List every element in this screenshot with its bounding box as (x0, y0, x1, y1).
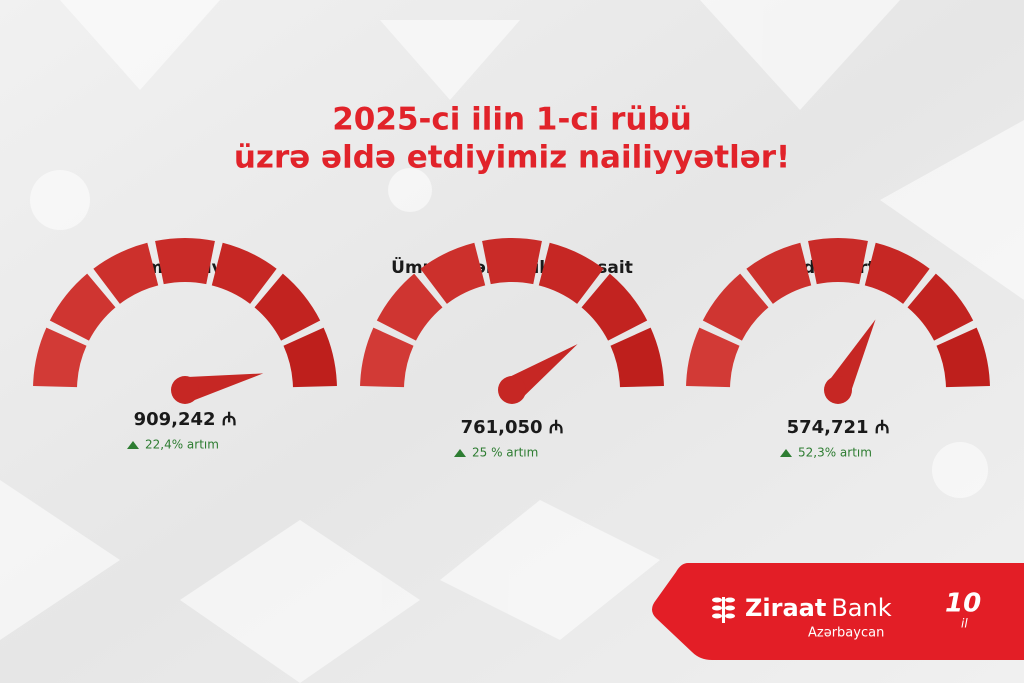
gauge-segment (254, 273, 321, 341)
logo-name: Ziraat Bank (745, 594, 892, 622)
gauge-segment (581, 273, 648, 341)
gauge-segment (686, 327, 740, 388)
metric-value: 761,050 ₼ (461, 417, 564, 438)
logo-country: Azərbaycan (808, 626, 884, 641)
gauge-segment (49, 273, 116, 341)
metric-value: 909,242 ₼ (134, 409, 237, 430)
logo-banner: Ziraat Bank Azərbaycan 10 il (652, 563, 1024, 660)
gauge-segment (93, 242, 159, 304)
title-line: üzrə əldə etdiyimiz nailiyyətlər! (234, 140, 790, 176)
gauge-segment (702, 273, 769, 341)
title-line: 2025-ci ilin 1-ci rübü (332, 102, 692, 138)
metric-growth: 22,4% artım (145, 438, 219, 452)
gauge-segment (155, 238, 215, 285)
gauge-segment (482, 238, 542, 285)
logo-years-suffix: il (961, 617, 968, 631)
metric-value: 574,721 ₼ (787, 417, 890, 438)
logo-name-regular: Bank (831, 594, 891, 622)
gauge-segment (746, 242, 812, 304)
gauge-segment (211, 242, 277, 304)
gauge-hub (498, 376, 526, 404)
gauge-hub (171, 376, 199, 404)
logo-name-bold: Ziraat (745, 594, 826, 622)
gauge-segment (610, 327, 664, 388)
gauge-segment (864, 242, 930, 304)
gauge-segment (360, 327, 414, 388)
logo-background (652, 563, 1024, 660)
gauge-segment (538, 242, 604, 304)
gauge-segment (936, 327, 990, 388)
logo-years: 10 (945, 589, 981, 619)
growth-arrow (127, 441, 139, 449)
gauge-segment (808, 238, 868, 285)
growth-arrow (780, 449, 792, 457)
gauge-hub (824, 376, 852, 404)
gauge-segment (907, 273, 974, 341)
metric-growth: 52,3% artım (798, 446, 872, 460)
logo-icon (712, 597, 735, 623)
gauge-segment (33, 327, 87, 388)
metric-growth: 25 % artım (472, 446, 538, 460)
gauge-needle (182, 373, 264, 403)
gauge-segment (283, 327, 337, 388)
gauge-segment (420, 242, 486, 304)
growth-arrow (454, 449, 466, 457)
gauge-segment (376, 273, 443, 341)
